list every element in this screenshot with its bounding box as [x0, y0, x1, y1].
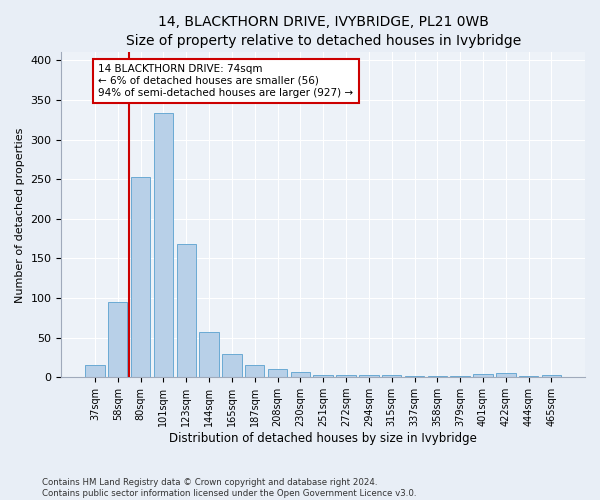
Bar: [154, 114, 173, 377]
Bar: [473, 374, 493, 377]
X-axis label: Distribution of detached houses by size in Ivybridge: Distribution of detached houses by size …: [169, 432, 477, 445]
Bar: [108, 302, 127, 377]
Bar: [199, 332, 219, 377]
Bar: [268, 370, 287, 377]
Bar: [428, 376, 447, 377]
Bar: [382, 375, 401, 377]
Bar: [313, 375, 333, 377]
Bar: [496, 374, 515, 377]
Text: Contains HM Land Registry data © Crown copyright and database right 2024.
Contai: Contains HM Land Registry data © Crown c…: [42, 478, 416, 498]
Bar: [245, 364, 265, 377]
Bar: [176, 244, 196, 377]
Bar: [337, 375, 356, 377]
Bar: [451, 376, 470, 377]
Title: 14, BLACKTHORN DRIVE, IVYBRIDGE, PL21 0WB
Size of property relative to detached : 14, BLACKTHORN DRIVE, IVYBRIDGE, PL21 0W…: [125, 15, 521, 48]
Bar: [542, 375, 561, 377]
Bar: [131, 177, 150, 377]
Bar: [519, 376, 538, 377]
Bar: [359, 375, 379, 377]
Bar: [222, 354, 242, 377]
Bar: [405, 376, 424, 377]
Bar: [290, 372, 310, 377]
Text: 14 BLACKTHORN DRIVE: 74sqm
← 6% of detached houses are smaller (56)
94% of semi-: 14 BLACKTHORN DRIVE: 74sqm ← 6% of detac…: [98, 64, 353, 98]
Bar: [85, 366, 104, 377]
Y-axis label: Number of detached properties: Number of detached properties: [15, 127, 25, 302]
